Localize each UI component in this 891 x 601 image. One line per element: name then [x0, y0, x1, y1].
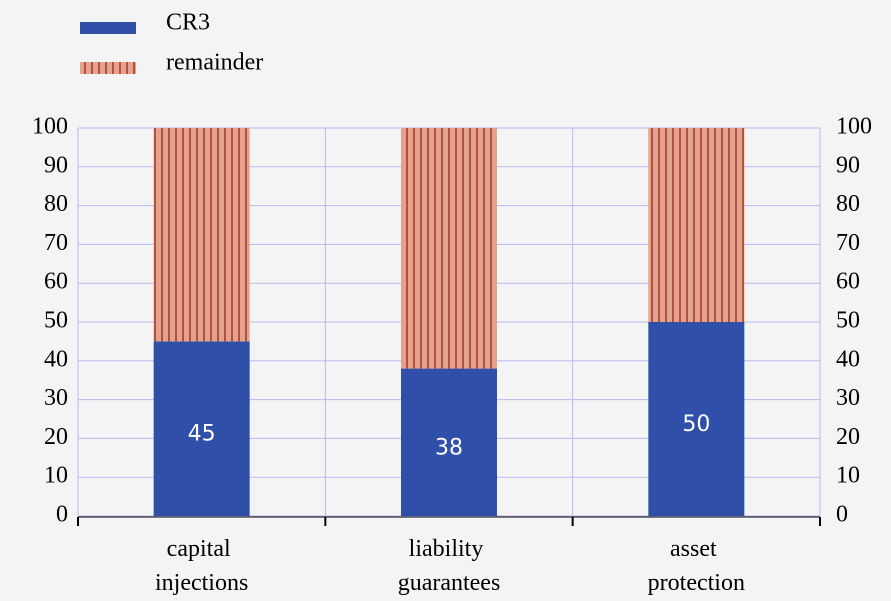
x-tick-label: liability guarantees — [398, 536, 501, 596]
y-tick-label: 10 — [44, 463, 68, 489]
y-tick-label: 0 — [56, 502, 68, 528]
y-tick-label-right: 40 — [836, 346, 860, 372]
bar-segment — [648, 128, 745, 322]
y-tick-label: 60 — [44, 269, 68, 295]
y-tick-label-right: 60 — [836, 269, 860, 295]
y-tick-label: 30 — [44, 385, 68, 411]
x-tick-label-line: injections — [155, 570, 248, 596]
y-tick-label-right: 90 — [836, 152, 860, 178]
y-tick-label-right: 0 — [836, 502, 848, 528]
y-tick-label-right: 70 — [836, 230, 860, 256]
y-tick-label: 40 — [44, 346, 68, 372]
y-tick-label: 50 — [44, 308, 68, 334]
x-tick-label-line: liability — [409, 536, 490, 562]
y-tick-label: 80 — [44, 191, 68, 217]
legend-label: CR3 — [166, 10, 210, 36]
y-tick-label: 90 — [44, 152, 68, 178]
y-tick-label: 100 — [32, 114, 68, 140]
x-tick-label-line: guarantees — [398, 570, 501, 596]
legend-swatch — [80, 62, 136, 74]
y-tick-label-right: 20 — [836, 424, 860, 450]
legend-swatch — [80, 22, 136, 34]
y-tick-label-right: 30 — [836, 385, 860, 411]
x-tick-label-line: capital — [167, 536, 237, 562]
bar-segment — [401, 368, 497, 516]
y-tick-label-right: 80 — [836, 191, 860, 217]
bar-segment — [648, 322, 745, 516]
data-label: 45 — [188, 422, 216, 447]
y-tick-label-right: 100 — [836, 114, 872, 140]
y-tick-label: 20 — [44, 424, 68, 450]
legend-label: remainder — [166, 50, 263, 76]
x-tick-label-line: protection — [648, 570, 745, 596]
x-tick-label: capital injections — [155, 536, 248, 596]
data-label: 50 — [682, 412, 710, 437]
x-tick-label-line: asset — [670, 536, 723, 562]
data-label: 38 — [435, 435, 463, 460]
y-tick-label-right: 10 — [836, 463, 860, 489]
y-tick-label: 70 — [44, 230, 68, 256]
x-tick-label: asset protection — [648, 536, 745, 596]
bar-segment — [153, 128, 250, 342]
bar-segment — [401, 128, 497, 369]
bar-segment — [153, 341, 250, 516]
y-tick-label-right: 50 — [836, 308, 860, 334]
